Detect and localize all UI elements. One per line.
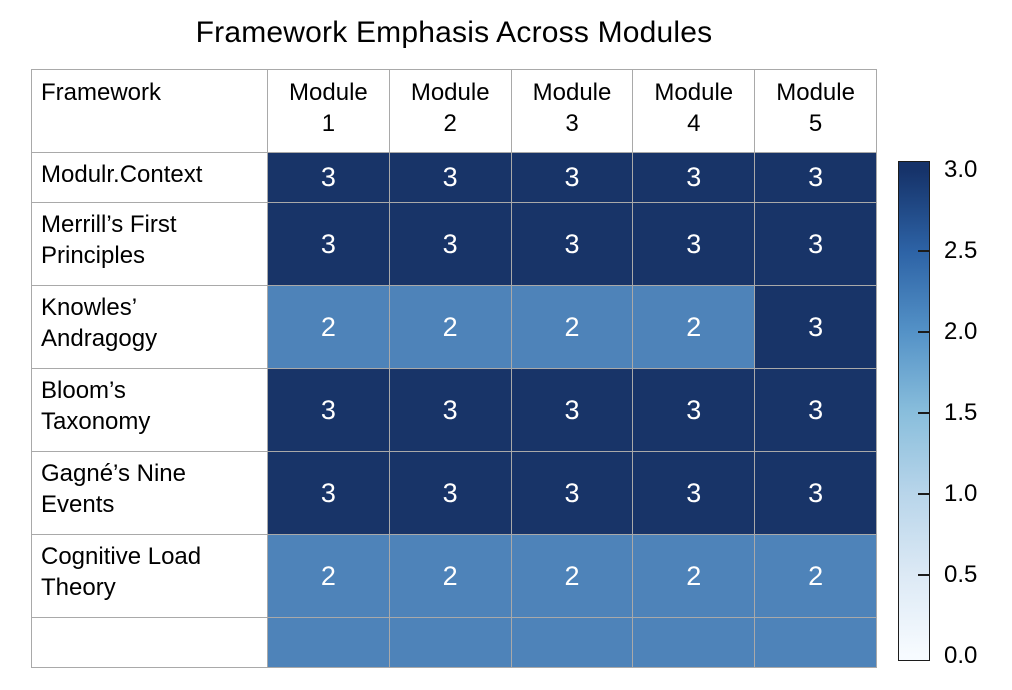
heatmap-cell bbox=[754, 617, 877, 668]
row-label-cell: Bloom’s Taxonomy bbox=[31, 368, 268, 452]
colorbar-tick-label: 2.5 bbox=[944, 237, 978, 264]
column-header: Module 3 bbox=[510, 69, 634, 153]
row-label-cell: Merrill’s First Principles bbox=[31, 202, 268, 286]
table-row: Knowles’ Andragogy 2 2 2 2 3 bbox=[31, 285, 877, 369]
table-header: Framework Module 1 Module 2 Module 3 Module … bbox=[31, 69, 877, 153]
row-label-cell: Gagné’s Nine Events bbox=[31, 451, 268, 535]
heatmap-cell: 3 bbox=[388, 451, 512, 535]
colorbar-tick bbox=[918, 250, 929, 252]
heatmap-cell: 3 bbox=[267, 202, 390, 286]
table-row: Bloom’s Taxonomy 3 3 3 3 3 bbox=[31, 368, 877, 452]
heatmap-cell: 2 bbox=[267, 534, 390, 618]
heatmap-cell: 3 bbox=[388, 152, 512, 203]
heatmap-cell bbox=[510, 617, 634, 668]
colorbar-tick-label: 1.5 bbox=[944, 399, 978, 426]
heatmap-cell bbox=[267, 617, 390, 668]
heatmap-cell: 2 bbox=[510, 285, 634, 369]
heatmap-cell: 2 bbox=[632, 534, 756, 618]
colorbar-tick-label: 0.5 bbox=[944, 561, 978, 588]
heatmap-cell: 3 bbox=[510, 451, 634, 535]
table-row bbox=[31, 617, 877, 668]
heatmap-cell: 3 bbox=[754, 451, 877, 535]
heatmap-cell: 2 bbox=[267, 285, 390, 369]
table-row: Gagné’s Nine Events 3 3 3 3 3 bbox=[31, 451, 877, 535]
row-label-cell bbox=[31, 617, 268, 668]
heatmap-cell bbox=[632, 617, 756, 668]
heatmap-cell: 3 bbox=[754, 368, 877, 452]
heatmap-cell: 2 bbox=[510, 534, 634, 618]
heatmap-cell: 3 bbox=[267, 368, 390, 452]
framework-header: Framework bbox=[31, 69, 268, 153]
colorbar-tick bbox=[918, 493, 929, 495]
colorbar-tick bbox=[918, 574, 929, 576]
heatmap-cell: 3 bbox=[267, 152, 390, 203]
colorbar bbox=[898, 161, 930, 661]
colorbar-tick bbox=[918, 412, 929, 414]
column-header: Module 5 bbox=[754, 69, 877, 153]
heatmap-cell: 3 bbox=[388, 368, 512, 452]
chart-title: Framework Emphasis Across Modules bbox=[195, 16, 713, 49]
row-label-cell: Knowles’ Andragogy bbox=[31, 285, 268, 369]
heatmap-cell: 3 bbox=[632, 451, 756, 535]
heatmap-cell: 2 bbox=[388, 534, 512, 618]
colorbar-tick-label: 3.0 bbox=[944, 156, 978, 183]
heatmap-cell: 3 bbox=[632, 368, 756, 452]
heatmap-table: Framework Module 1 Module 2 Module 3 Module … bbox=[31, 69, 877, 668]
colorbar-tick bbox=[918, 331, 929, 333]
table-body: Modulr.Context 3 3 3 3 3 Merrill’s First Princ… bbox=[31, 152, 877, 668]
heatmap-cell: 2 bbox=[388, 285, 512, 369]
column-header: Module 4 bbox=[632, 69, 756, 153]
heatmap-cell: 3 bbox=[388, 202, 512, 286]
header-row: Framework Module 1 Module 2 Module 3 Module … bbox=[31, 69, 877, 153]
row-label-cell: Modulr.Context bbox=[31, 152, 268, 203]
table-row: Merrill’s First Principles 3 3 3 3 3 bbox=[31, 202, 877, 286]
heatmap-cell: 3 bbox=[754, 152, 877, 203]
heatmap-cell bbox=[388, 617, 512, 668]
heatmap-cell: 3 bbox=[754, 202, 877, 286]
colorbar-tick-label: 1.0 bbox=[944, 480, 978, 507]
table-row: Modulr.Context 3 3 3 3 3 bbox=[31, 152, 877, 203]
heatmap-cell: 3 bbox=[754, 285, 877, 369]
heatmap-cell: 3 bbox=[632, 202, 756, 286]
heatmap-cell: 3 bbox=[510, 202, 634, 286]
heatmap-cell: 2 bbox=[632, 285, 756, 369]
heatmap-cell: 3 bbox=[267, 451, 390, 535]
column-header: Module 2 bbox=[388, 69, 512, 153]
heatmap-cell: 2 bbox=[754, 534, 877, 618]
row-label-cell: Cognitive Load Theory bbox=[31, 534, 268, 618]
table-row: Cognitive Load Theory 2 2 2 2 2 bbox=[31, 534, 877, 618]
colorbar-tick-label: 2.0 bbox=[944, 318, 978, 345]
colorbar-tick-label: 0.0 bbox=[944, 642, 978, 669]
heatmap-cell: 3 bbox=[510, 368, 634, 452]
heatmap-cell: 3 bbox=[632, 152, 756, 203]
column-header: Module 1 bbox=[267, 69, 390, 153]
heatmap-cell: 3 bbox=[510, 152, 634, 203]
